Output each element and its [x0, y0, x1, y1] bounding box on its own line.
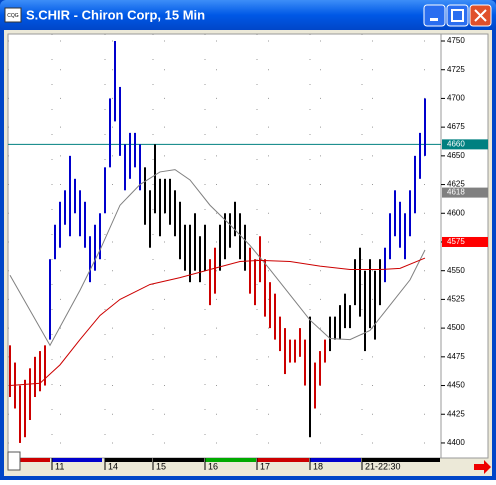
minimize-glyph	[430, 18, 438, 21]
price-marker	[442, 139, 488, 150]
window-title: S.CHIR - Chiron Corp, 15 Min	[26, 7, 205, 22]
strip-segment	[205, 458, 256, 462]
price-marker	[442, 187, 488, 198]
x-tick-label: 18	[313, 461, 323, 471]
title-bar	[0, 0, 496, 30]
strip-segment	[310, 458, 361, 462]
close-glyph	[474, 9, 487, 22]
y-tick-label: 4725	[447, 65, 465, 74]
y-tick-label: 4700	[447, 94, 465, 103]
price-marker-label: 4660	[447, 139, 465, 148]
y-tick-label: 4550	[447, 266, 465, 275]
maximize-glyph	[451, 9, 464, 22]
x-tick-label: 16	[208, 461, 218, 471]
moving-average	[9, 169, 426, 347]
x-tick-label: 14	[108, 461, 118, 471]
y-tick-label: 4650	[447, 151, 465, 160]
y-tick-label: 4400	[447, 438, 465, 447]
strip-segment	[105, 458, 152, 462]
strip-segment	[257, 458, 309, 462]
strip-segment	[52, 458, 102, 462]
x-tick-label: 15	[156, 461, 166, 471]
y-tick-label: 4500	[447, 323, 465, 332]
scroll-box[interactable]	[7, 451, 21, 471]
minimize-button[interactable]	[423, 4, 446, 27]
strip-segment	[153, 458, 204, 462]
window-buttons	[423, 4, 492, 27]
maximize-button[interactable]	[446, 4, 469, 27]
price-marker-label: 4618	[447, 188, 465, 197]
y-tick-label: 4750	[447, 36, 465, 45]
moving-average	[9, 257, 426, 387]
price-marker	[442, 236, 488, 247]
y-tick-label: 4600	[447, 208, 465, 217]
y-tick-label: 4625	[447, 180, 465, 189]
y-tick-label: 4525	[447, 295, 465, 304]
x-tick-label: 11	[55, 461, 64, 471]
y-tick-label: 4450	[447, 381, 465, 390]
strip-segment	[362, 458, 440, 462]
strip-segment	[20, 458, 50, 462]
x-tick-label: 17	[260, 461, 270, 471]
price-marker-label: 4575	[447, 237, 465, 246]
app-icon-text: CQG	[7, 13, 19, 19]
x-tick-label: 21-22:30	[365, 461, 401, 471]
y-tick-label: 4425	[447, 409, 465, 418]
day-strip	[20, 458, 440, 462]
scroll-arrow[interactable]	[474, 460, 491, 474]
app-icon	[4, 7, 22, 23]
y-tick-label: 4675	[447, 122, 465, 131]
y-tick-label: 4475	[447, 352, 465, 361]
